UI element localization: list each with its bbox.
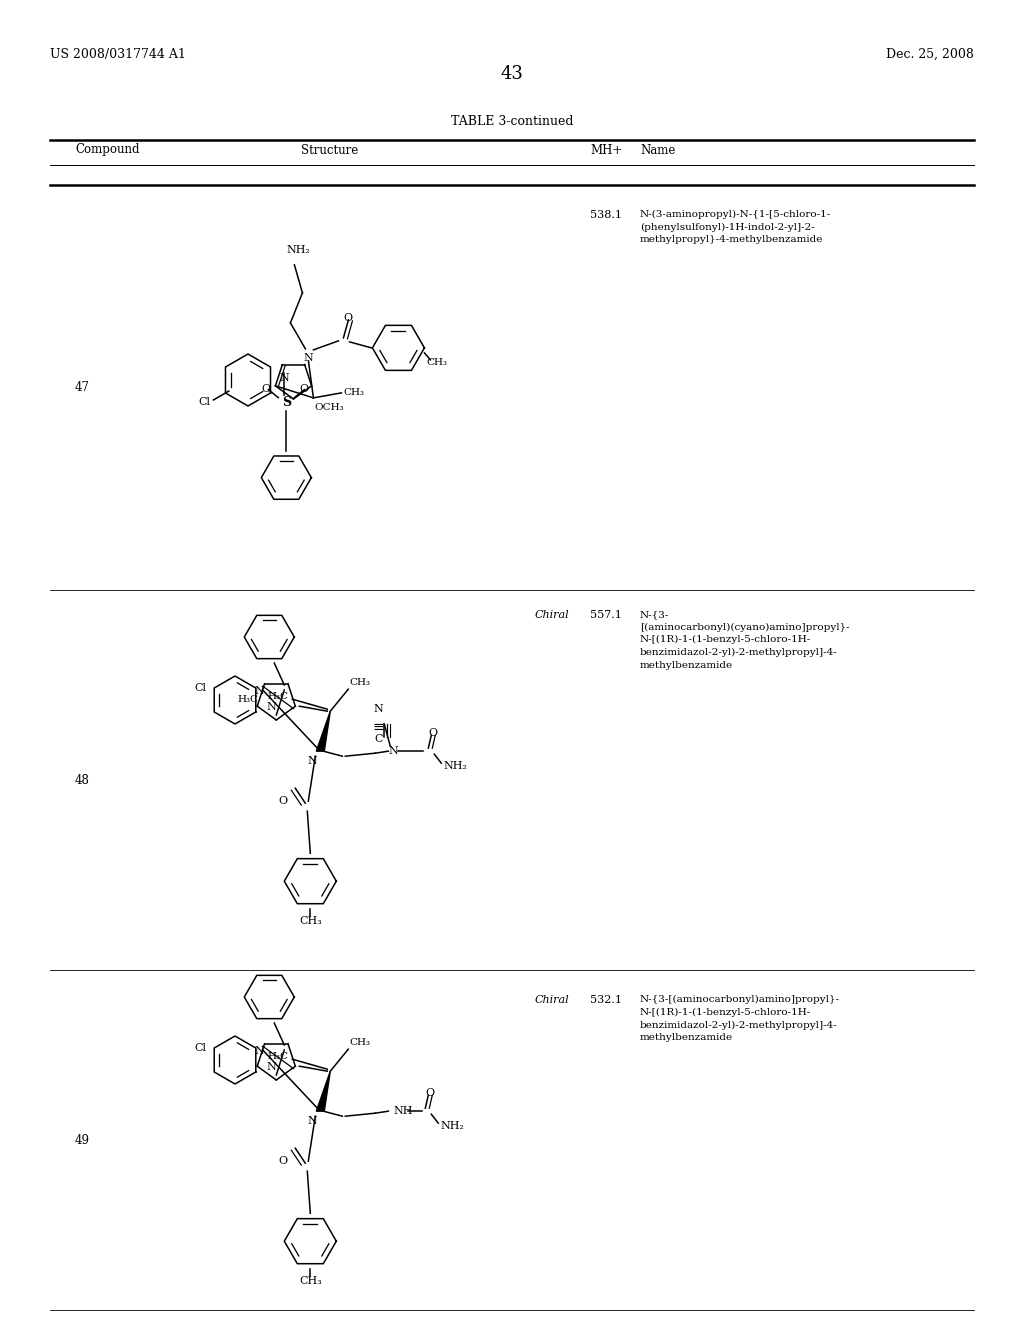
Text: Structure: Structure <box>301 144 358 157</box>
Text: N: N <box>266 702 276 711</box>
Text: H₃C: H₃C <box>267 1052 289 1061</box>
Text: H₃C: H₃C <box>238 696 258 705</box>
Text: OCH₃: OCH₃ <box>314 403 344 412</box>
Text: C: C <box>374 734 383 744</box>
Text: Chiral: Chiral <box>535 995 569 1005</box>
Polygon shape <box>316 1072 331 1111</box>
Text: 557.1: 557.1 <box>590 610 622 620</box>
Text: MH+: MH+ <box>590 144 623 157</box>
Text: CH₃: CH₃ <box>426 358 447 367</box>
Text: CH₃: CH₃ <box>349 1039 371 1047</box>
Text: TABLE 3-continued: TABLE 3-continued <box>451 115 573 128</box>
Text: N: N <box>280 372 289 383</box>
Text: O: O <box>279 796 288 807</box>
Text: O: O <box>429 729 438 738</box>
Text: Cl: Cl <box>198 397 210 407</box>
Text: N: N <box>374 704 383 714</box>
Text: N: N <box>388 746 398 756</box>
Text: CH₃: CH₃ <box>299 1276 322 1286</box>
Text: Compound: Compound <box>75 144 139 157</box>
Text: N: N <box>266 1063 276 1072</box>
Text: H₃C: H₃C <box>267 692 289 701</box>
Text: CH₃: CH₃ <box>299 916 322 927</box>
Text: NH₂: NH₂ <box>443 762 467 771</box>
Text: ≡: ≡ <box>373 721 384 734</box>
Text: NH₂: NH₂ <box>287 246 310 255</box>
Text: 532.1: 532.1 <box>590 995 622 1005</box>
Text: NH: NH <box>393 1106 413 1117</box>
Text: Cl: Cl <box>195 1043 206 1053</box>
Polygon shape <box>316 711 331 751</box>
Text: 538.1: 538.1 <box>590 210 622 220</box>
Text: N: N <box>307 756 317 766</box>
Text: NH₂: NH₂ <box>440 1121 464 1131</box>
Text: O: O <box>426 1088 435 1098</box>
Text: US 2008/0317744 A1: US 2008/0317744 A1 <box>50 48 186 61</box>
Text: O: O <box>299 384 308 393</box>
Text: Chiral: Chiral <box>535 610 569 620</box>
Text: S: S <box>282 396 291 409</box>
Text: O: O <box>262 384 271 393</box>
Text: 43: 43 <box>501 65 523 83</box>
Text: Cl: Cl <box>195 682 206 693</box>
Text: N: N <box>255 1045 264 1056</box>
Text: O: O <box>344 313 353 323</box>
Text: 48: 48 <box>75 774 90 787</box>
Text: O: O <box>279 1156 288 1166</box>
Text: N-{3-[(aminocarbonyl)amino]propyl}-
N-[(1R)-1-(1-benzyl-5-chloro-1H-
benzimidazo: N-{3-[(aminocarbonyl)amino]propyl}- N-[(… <box>640 995 840 1041</box>
Text: CH₃: CH₃ <box>349 678 371 688</box>
Text: N: N <box>307 1117 317 1126</box>
Text: CH₃: CH₃ <box>343 388 365 397</box>
Text: N: N <box>255 686 264 696</box>
Text: N-(3-aminopropyl)-N-{1-[5-chloro-1-
(phenylsulfonyl)-1H-indol-2-yl]-2-
methylpro: N-(3-aminopropyl)-N-{1-[5-chloro-1- (phe… <box>640 210 831 244</box>
Text: N: N <box>303 352 313 363</box>
Text: Dec. 25, 2008: Dec. 25, 2008 <box>886 48 974 61</box>
Text: 47: 47 <box>75 381 90 393</box>
Text: N-{3-
[(aminocarbonyl)(cyano)amino]propyl}-
N-[(1R)-1-(1-benzyl-5-chloro-1H-
ben: N-{3- [(aminocarbonyl)(cyano)amino]propy… <box>640 610 850 669</box>
Text: 49: 49 <box>75 1134 90 1147</box>
Text: Name: Name <box>640 144 676 157</box>
